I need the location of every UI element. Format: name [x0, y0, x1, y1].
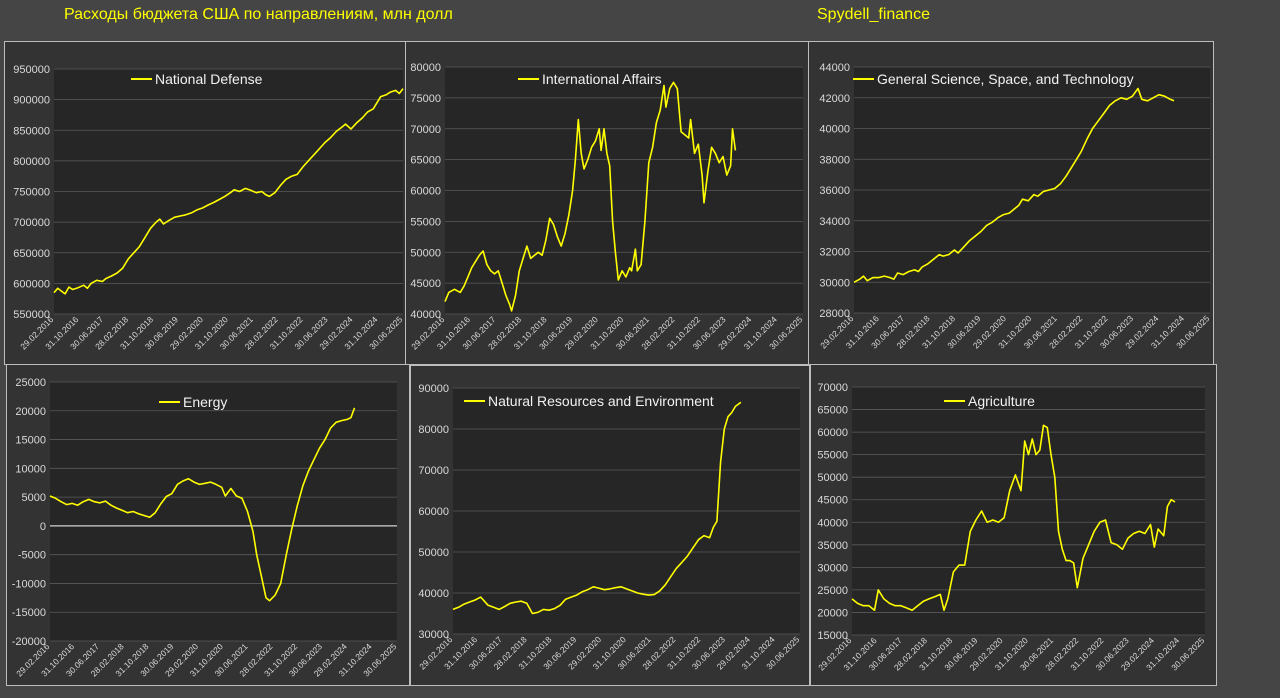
- y-tick-label: 70000: [410, 124, 441, 136]
- y-tick-label: 20000: [15, 406, 46, 418]
- y-tick-label: 30000: [819, 277, 850, 289]
- chart-svg: 28000 30000 32000 34000 36000 38000 40000 42000…: [818, 62, 1211, 350]
- chart-panel-energy: -20000 -15000 -10000 -5000 0 5000 10000 15000 20…: [6, 364, 410, 686]
- y-tick-label: 15000: [15, 435, 46, 447]
- series-line: [851, 424, 1176, 611]
- y-tick-label: 50000: [418, 547, 449, 559]
- series-line: [853, 87, 1175, 284]
- chart-svg: -20000 -15000 -10000 -5000 0 5000 10000 15000 20…: [12, 377, 399, 678]
- y-tick-label: 950000: [13, 64, 50, 76]
- legend-label: International Affairs: [542, 71, 662, 87]
- y-tick-label: 800000: [13, 156, 50, 168]
- series-line: [53, 88, 404, 295]
- y-tick-label: 55000: [410, 216, 441, 228]
- y-tick-label: 44000: [819, 62, 850, 74]
- y-tick-label: 38000: [819, 154, 850, 166]
- series-line: [444, 81, 737, 312]
- y-tick-label: 28000: [819, 308, 850, 320]
- y-tick-label: 550000: [13, 309, 50, 321]
- y-tick-label: -20000: [12, 636, 46, 648]
- legend-label: Energy: [183, 394, 227, 410]
- series-line: [49, 407, 356, 602]
- chart-panel-national-defense: 550000 600000 650000 700000 750000 800000 8500…: [4, 41, 406, 365]
- chart-svg: 40000 45000 50000 55000 60000 65000 70000 75000…: [409, 62, 804, 351]
- y-tick-label: 30000: [418, 629, 449, 641]
- y-tick-label: 650000: [13, 248, 50, 260]
- page-title: Расходы бюджета США по направлениям, млн…: [64, 6, 453, 23]
- y-tick-label: 75000: [410, 93, 441, 105]
- chart-panel-general-science: 28000 30000 32000 34000 36000 38000 40000 42000…: [808, 41, 1214, 365]
- y-tick-label: 34000: [819, 216, 850, 228]
- chart-panel-agriculture: 15000 20000 25000 30000 35000 40000 45000 50000…: [810, 364, 1217, 686]
- y-tick-label: 55000: [817, 450, 848, 462]
- chart-svg: 550000 600000 650000 700000 750000 800000 8500…: [13, 64, 404, 351]
- y-tick-label: 40000: [817, 517, 848, 529]
- y-tick-label: 15000: [817, 630, 848, 642]
- chart-panel-natural-resources: 30000 40000 50000 60000 70000 80000 90000 29.02…: [410, 365, 810, 686]
- y-tick-label: 45000: [410, 278, 441, 290]
- legend-label: Natural Resources and Environment: [488, 393, 714, 409]
- y-tick-label: 850000: [13, 125, 50, 137]
- y-tick-label: 70000: [817, 382, 848, 394]
- y-tick-label: 90000: [418, 383, 449, 395]
- y-tick-label: 40000: [418, 588, 449, 600]
- y-tick-label: 600000: [13, 278, 50, 290]
- y-tick-label: -10000: [12, 578, 46, 590]
- chart-svg: 3000040000500006000070000800009000029.02…: [417, 383, 801, 671]
- y-tick-label: 25000: [15, 377, 46, 389]
- y-tick-label: 45000: [817, 495, 848, 507]
- y-tick-label: 50000: [410, 247, 441, 259]
- brand-label: Spydell_finance: [817, 6, 930, 23]
- y-tick-label: 750000: [13, 187, 50, 199]
- y-tick-label: 80000: [410, 62, 441, 74]
- plot-area: [50, 382, 397, 641]
- y-tick-label: 5000: [22, 492, 46, 504]
- y-tick-label: 10000: [15, 463, 46, 475]
- y-tick-label: 36000: [819, 185, 850, 197]
- y-tick-label: 900000: [13, 95, 50, 107]
- y-tick-label: 60000: [410, 186, 441, 198]
- y-tick-label: 60000: [418, 506, 449, 518]
- y-tick-label: -5000: [18, 550, 46, 562]
- y-tick-label: 70000: [418, 465, 449, 477]
- y-tick-label: 50000: [817, 472, 848, 484]
- legend-label: General Science, Space, and Technology: [877, 71, 1134, 87]
- y-tick-label: 60000: [817, 427, 848, 439]
- plot-area: [852, 387, 1205, 635]
- y-tick-label: 40000: [819, 124, 850, 136]
- y-tick-label: 20000: [817, 607, 848, 619]
- legend-label: National Defense: [155, 71, 263, 87]
- legend-label: Agriculture: [968, 393, 1035, 409]
- y-tick-label: 65000: [410, 155, 441, 167]
- y-tick-label: 80000: [418, 424, 449, 436]
- y-tick-label: 32000: [819, 247, 850, 259]
- y-tick-label: 40000: [410, 309, 441, 321]
- chart-svg: 15000 20000 25000 30000 35000 40000 45000 50000…: [816, 382, 1206, 672]
- y-tick-label: 65000: [817, 405, 848, 417]
- y-tick-label: 0: [40, 521, 46, 533]
- y-tick-label: 35000: [817, 540, 848, 552]
- y-tick-label: 30000: [817, 562, 848, 574]
- y-tick-label: 25000: [817, 585, 848, 597]
- y-tick-label: 42000: [819, 93, 850, 105]
- series-line: [452, 401, 742, 615]
- y-tick-label: -15000: [12, 607, 46, 619]
- y-tick-label: 700000: [13, 217, 50, 229]
- chart-panel-international-affairs: 40000 45000 50000 55000 60000 65000 70000 75000…: [405, 41, 809, 365]
